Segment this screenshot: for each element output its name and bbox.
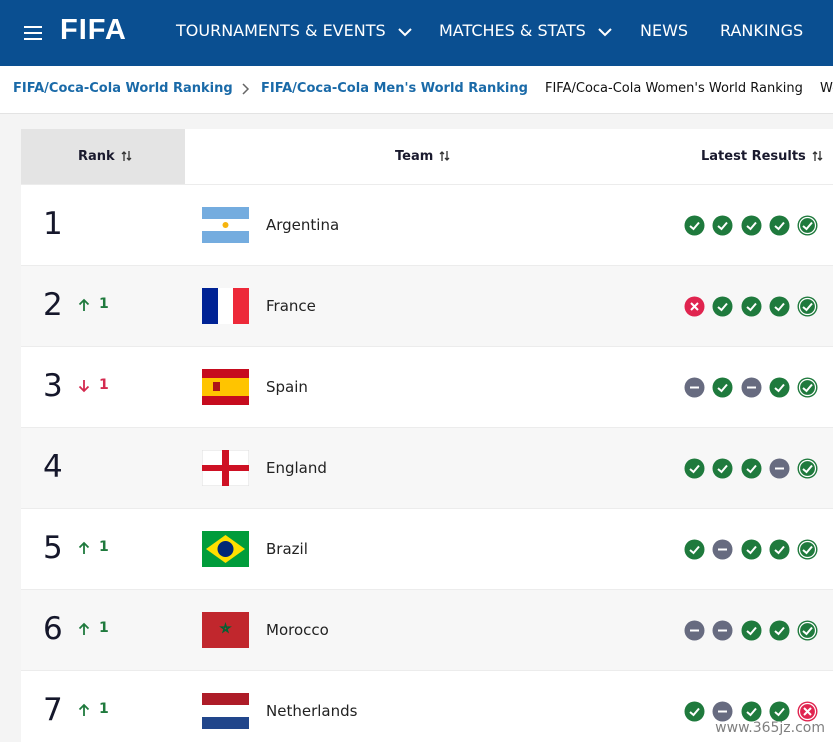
table-row[interactable]: 7 1 Netherlands — [21, 670, 833, 742]
result-win — [741, 620, 762, 641]
result-win — [797, 377, 818, 398]
rank: 6 — [43, 611, 63, 647]
watermark: www.365jz.com — [715, 720, 825, 736]
change-arrow-up — [78, 703, 90, 716]
breadcrumb[interactable]: FIFA/Coca-Cola Men's World Ranking — [261, 81, 528, 96]
rank: 5 — [43, 530, 63, 566]
table-row[interactable]: 3 1 Spain — [21, 346, 833, 428]
result-win — [712, 377, 733, 398]
breadcrumb[interactable]: FIFA/Coca-Cola World Ranking — [13, 81, 233, 96]
rank: 3 — [43, 368, 63, 404]
result-win — [684, 539, 705, 560]
result-win — [741, 458, 762, 479]
result-draw — [712, 701, 733, 722]
change-arrow-up — [78, 298, 90, 311]
flag — [202, 288, 249, 324]
rank: 7 — [43, 692, 63, 728]
rank-header-bg — [21, 129, 185, 184]
table-row[interactable]: 2 1 France — [21, 265, 833, 347]
sort-icon — [439, 151, 450, 161]
result-win — [741, 539, 762, 560]
team-name[interactable]: Argentina — [266, 216, 340, 234]
table-row[interactable]: 5 1 Brazil — [21, 508, 833, 590]
result-win — [769, 215, 790, 236]
result-win — [741, 215, 762, 236]
flag — [202, 531, 249, 567]
result-win — [797, 458, 818, 479]
result-draw — [712, 539, 733, 560]
nav-item[interactable]: TOURNAMENTS & EVENTS — [176, 21, 386, 40]
result-win — [712, 215, 733, 236]
breadcrumb[interactable]: World Ranking U — [820, 81, 833, 96]
change-arrow-up — [78, 541, 90, 554]
table-row[interactable]: 6 1 Morocco — [21, 589, 833, 671]
result-win — [741, 296, 762, 317]
chevron — [598, 28, 612, 37]
team-name[interactable]: Brazil — [266, 540, 308, 558]
result-draw — [769, 458, 790, 479]
team-name[interactable]: Spain — [266, 378, 308, 396]
top-bar: FIFA TOURNAMENTS & EVENTS MATCHES & STATS… — [0, 0, 833, 66]
result-win — [797, 539, 818, 560]
result-win — [769, 296, 790, 317]
result-loss — [797, 701, 818, 722]
result-win — [684, 458, 705, 479]
result-win — [712, 296, 733, 317]
result-win — [797, 620, 818, 641]
rank-change: 1 — [99, 377, 109, 393]
team-name[interactable]: Morocco — [266, 621, 329, 639]
nav-item[interactable]: MATCHES & STATS — [439, 21, 586, 40]
sort-icon — [121, 151, 132, 161]
result-win — [769, 539, 790, 560]
change-arrow-down — [78, 380, 90, 393]
flag — [202, 207, 249, 243]
flag — [202, 450, 249, 486]
menu-button[interactable] — [24, 26, 42, 40]
rank-change: 1 — [99, 296, 109, 312]
separator — [242, 83, 250, 95]
rank-change: 1 — [99, 701, 109, 717]
nav-item[interactable]: NEWS — [640, 21, 689, 40]
result-win — [741, 701, 762, 722]
result-win — [797, 215, 818, 236]
chevron — [398, 28, 412, 37]
result-win — [769, 701, 790, 722]
flag — [202, 693, 249, 729]
result-draw — [741, 377, 762, 398]
result-win — [712, 458, 733, 479]
result-win — [684, 701, 705, 722]
column-header[interactable]: Team — [395, 149, 434, 164]
table-row[interactable]: 4 England — [21, 427, 833, 509]
change-arrow-up — [78, 622, 90, 635]
result-loss — [684, 296, 705, 317]
breadcrumb-bar: FIFA/Coca-Cola World Ranking FIFA/Coca-Co… — [0, 66, 833, 114]
sort-icon — [812, 151, 823, 161]
column-header[interactable]: Rank — [78, 149, 115, 164]
team-name[interactable]: England — [266, 459, 327, 477]
result-win — [769, 620, 790, 641]
result-draw — [684, 377, 705, 398]
result-win — [684, 215, 705, 236]
logo[interactable]: FIFA — [60, 14, 127, 46]
rank: 1 — [43, 206, 63, 242]
result-win — [797, 296, 818, 317]
breadcrumb[interactable]: FIFA/Coca-Cola Women's World Ranking — [545, 81, 803, 96]
result-draw — [712, 620, 733, 641]
column-header[interactable]: Latest Results — [701, 149, 806, 164]
rank: 2 — [43, 287, 63, 323]
rank-change: 1 — [99, 620, 109, 636]
flag — [202, 369, 249, 405]
flag — [202, 612, 249, 648]
table-row[interactable]: 1 Argentina — [21, 184, 833, 266]
rank: 4 — [43, 449, 63, 485]
rank-change: 1 — [99, 539, 109, 555]
team-name[interactable]: France — [266, 297, 316, 315]
result-draw — [684, 620, 705, 641]
nav-item[interactable]: RANKINGS — [720, 21, 804, 40]
team-name[interactable]: Netherlands — [266, 702, 358, 720]
ranking-table: Rank Team Latest Results 1 Argentina 2 1 France… — [21, 129, 833, 742]
result-win — [769, 377, 790, 398]
